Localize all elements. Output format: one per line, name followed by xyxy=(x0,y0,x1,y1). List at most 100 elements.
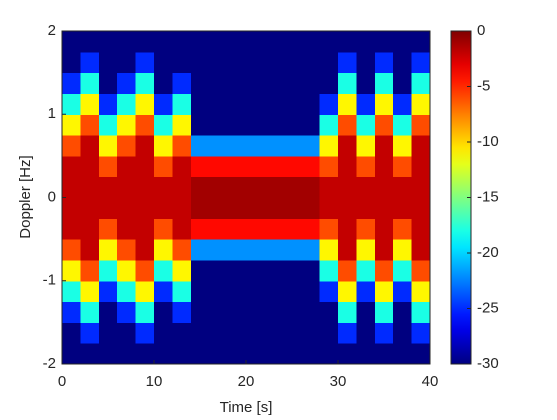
heatmap-cell xyxy=(117,343,137,365)
heatmap-cell xyxy=(209,343,229,365)
heatmap-cell xyxy=(62,114,81,136)
heatmap-cell xyxy=(356,239,376,261)
colorbar-tick-label: -10 xyxy=(477,133,499,150)
heatmap-cell xyxy=(190,93,210,115)
heatmap-cell xyxy=(98,114,118,136)
heatmap-cell xyxy=(227,322,247,344)
heatmap-cell xyxy=(135,114,155,136)
heatmap-cell xyxy=(98,155,118,178)
heatmap-cell xyxy=(172,176,192,198)
heatmap-cell xyxy=(264,51,284,74)
heatmap-cell xyxy=(154,280,173,303)
heatmap-cell xyxy=(154,93,173,115)
heatmap-cell xyxy=(319,31,339,53)
heatmap-cell xyxy=(227,176,247,198)
heatmap-cell xyxy=(209,197,229,219)
heatmap-cell xyxy=(190,343,210,365)
heatmap-cell xyxy=(282,197,302,219)
heatmap-cell xyxy=(62,322,81,344)
heatmap-cell xyxy=(117,93,137,115)
heatmap-cell xyxy=(301,155,321,178)
heatmap-cell xyxy=(338,135,357,157)
heatmap-cell xyxy=(117,135,137,157)
heatmap-cell xyxy=(135,197,155,219)
heatmap-cell xyxy=(98,259,118,282)
heatmap-cell xyxy=(246,176,265,198)
heatmap-cell xyxy=(190,176,210,198)
heatmap-cell xyxy=(227,343,247,365)
heatmap-cell xyxy=(338,239,357,261)
heatmap-cell xyxy=(80,322,100,344)
heatmap-cell xyxy=(356,72,376,94)
heatmap-cell xyxy=(172,155,192,178)
heatmap-cell xyxy=(62,197,81,219)
heatmap-cell xyxy=(98,280,118,303)
heatmap-cell xyxy=(135,280,155,303)
heatmap-cell xyxy=(264,343,284,365)
heatmap-cell xyxy=(209,31,229,53)
heatmap-cell xyxy=(246,197,265,219)
heatmap-cell xyxy=(319,72,339,94)
heatmap-cell xyxy=(190,114,210,136)
heatmap-cell xyxy=(154,239,173,261)
colorbar-tick-label: -30 xyxy=(477,355,499,372)
heatmap-cell xyxy=(246,135,265,157)
heatmap-cell xyxy=(190,322,210,344)
y-tick-label: 1 xyxy=(48,105,56,122)
heatmap-cell xyxy=(338,72,357,94)
heatmap-cell xyxy=(227,155,247,178)
heatmap-cell xyxy=(301,280,321,303)
heatmap-cell xyxy=(374,155,394,178)
heatmap-cell xyxy=(172,301,192,323)
heatmap-cell xyxy=(117,322,137,344)
heatmap-cell xyxy=(356,322,376,344)
heatmap-cell xyxy=(393,343,413,365)
heatmap-cell xyxy=(282,343,302,365)
heatmap-cell xyxy=(374,176,394,198)
heatmap-cell xyxy=(282,72,302,94)
heatmap-cell xyxy=(319,51,339,74)
heatmap-cell xyxy=(209,259,229,282)
heatmap-cell xyxy=(374,51,394,74)
heatmap-cell xyxy=(411,93,431,115)
heatmap-cell xyxy=(282,93,302,115)
heatmap-cell xyxy=(172,51,192,74)
heatmap-cell xyxy=(356,31,376,53)
heatmap-cell xyxy=(190,72,210,94)
heatmap-cell xyxy=(282,301,302,323)
heatmap-cell xyxy=(227,114,247,136)
heatmap-cell xyxy=(411,322,431,344)
heatmap-cell xyxy=(282,135,302,157)
heatmap-cell xyxy=(117,197,137,219)
heatmap-cell xyxy=(190,259,210,282)
heatmap-cell xyxy=(135,218,155,240)
heatmap-cell xyxy=(393,239,413,261)
heatmap-cell xyxy=(319,239,339,261)
heatmap-cell xyxy=(246,155,265,178)
heatmap-cell xyxy=(227,93,247,115)
heatmap-cell xyxy=(135,93,155,115)
heatmap-cell xyxy=(319,280,339,303)
heatmap-cell xyxy=(154,259,173,282)
heatmap-cell xyxy=(319,197,339,219)
heatmap-cell xyxy=(227,72,247,94)
heatmap-cell xyxy=(411,114,431,136)
heatmap-cell xyxy=(62,301,81,323)
heatmap-cell xyxy=(80,31,100,53)
heatmap-cell xyxy=(246,322,265,344)
heatmap-cell xyxy=(135,31,155,53)
heatmap-cell xyxy=(209,280,229,303)
heatmap-cell xyxy=(393,31,413,53)
heatmap-cell xyxy=(393,259,413,282)
heatmap-cell xyxy=(301,114,321,136)
heatmap-cell xyxy=(98,301,118,323)
heatmap-cell xyxy=(98,322,118,344)
heatmap-cell xyxy=(393,301,413,323)
heatmap-cell xyxy=(62,176,81,198)
heatmap-cell xyxy=(117,114,137,136)
heatmap-cell xyxy=(98,239,118,261)
heatmap-cell xyxy=(135,51,155,74)
heatmap-cell xyxy=(356,259,376,282)
colorbar-tick-label: -20 xyxy=(477,244,499,261)
heatmap-cell xyxy=(374,239,394,261)
